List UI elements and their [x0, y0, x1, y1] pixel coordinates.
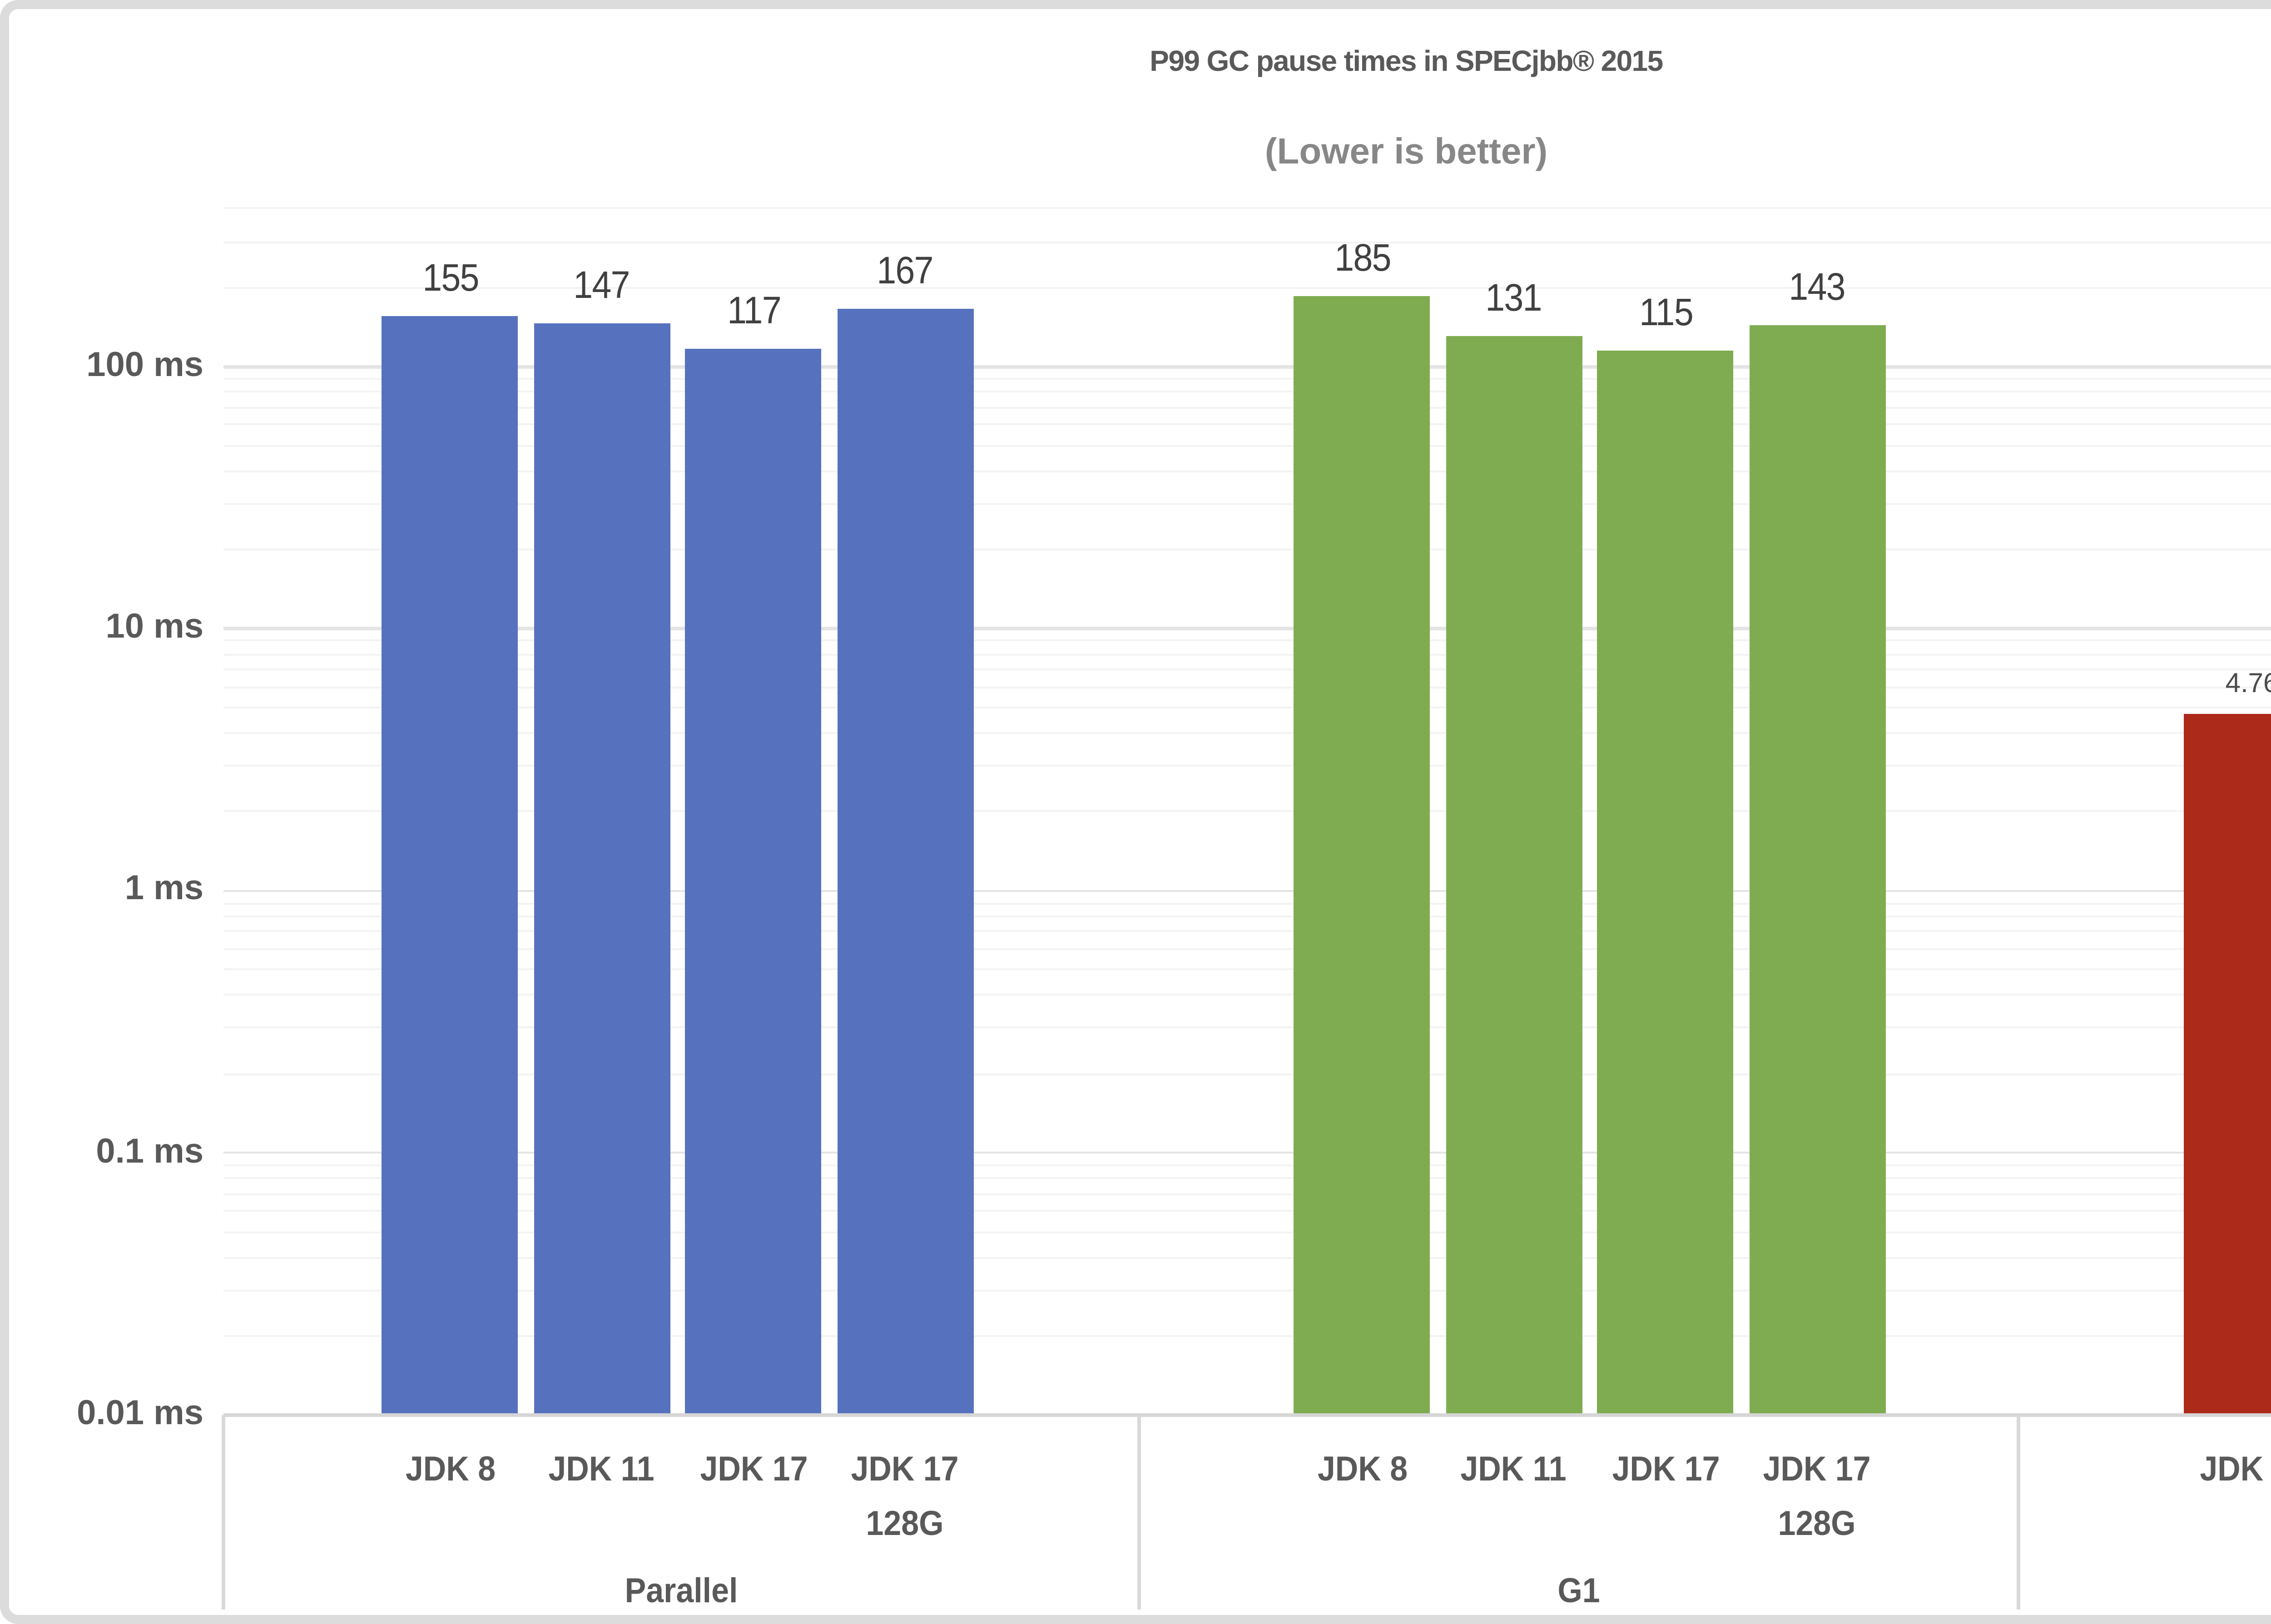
bar-g1-jdk-8 [1294, 297, 1430, 1415]
category-label-line2: 128G [1778, 1506, 1856, 1544]
minor-gridline [223, 1193, 2271, 1195]
y-axis-tick-label: 10 ms [105, 609, 204, 647]
minor-gridline [223, 503, 2271, 505]
minor-gridline [223, 707, 2271, 709]
category-label: JDK 17 [851, 1451, 959, 1490]
bar-g1-jdk-17 [1597, 351, 1733, 1415]
minor-gridline [223, 994, 2271, 996]
minor-gridline [223, 948, 2271, 950]
minor-gridline [223, 1177, 2271, 1179]
value-label: 117 [726, 291, 781, 332]
minor-gridline [223, 549, 2271, 551]
bar-parallel-jdk-17 [685, 349, 821, 1415]
minor-gridline [223, 653, 2271, 655]
minor-gridline [223, 1289, 2271, 1291]
minor-gridline [223, 445, 2271, 447]
value-label: 115 [1638, 292, 1693, 335]
category-divider [1138, 1415, 1140, 1609]
y-axis-tick-label: 100 ms [86, 347, 203, 385]
minor-gridline [223, 732, 2271, 734]
minor-gridline [223, 765, 2271, 767]
category-label: JDK 17 [1763, 1451, 1871, 1490]
category-divider [222, 1415, 225, 1609]
category-label: JDK 8 [404, 1451, 495, 1490]
value-label: 185 [1334, 238, 1390, 281]
bar-parallel-jdk-11 [533, 322, 669, 1415]
bar-g1-jdk-17-128g [1749, 326, 1885, 1415]
minor-gridline [223, 424, 2271, 426]
minor-gridline [223, 668, 2271, 670]
minor-gridline [223, 241, 2271, 243]
minor-gridline [223, 639, 2271, 642]
minor-gridline [223, 1335, 2271, 1337]
minor-gridline [223, 969, 2271, 971]
category-label: JDK 11 [548, 1451, 655, 1490]
minor-gridline [223, 470, 2271, 472]
major-gridline [223, 889, 2271, 892]
minor-gridline [223, 1231, 2271, 1233]
major-gridline [223, 627, 2271, 630]
minor-gridline [223, 1210, 2271, 1212]
x-axis-line [223, 1412, 2271, 1417]
value-label: 131 [1485, 277, 1542, 320]
category-label: JDK 17 [1611, 1451, 1719, 1490]
category-label: JDK 8 [1316, 1451, 1407, 1490]
bar-parallel-jdk-8 [382, 317, 518, 1415]
minor-gridline [223, 902, 2271, 904]
minor-gridline [223, 1027, 2271, 1029]
minor-gridline [223, 1256, 2271, 1258]
value-label: 155 [421, 258, 478, 301]
category-divider [2017, 1415, 2020, 1609]
group-label-g1: G1 [1557, 1573, 1600, 1611]
minor-gridline [223, 1164, 2271, 1166]
value-label: 143 [1789, 267, 1845, 310]
minor-gridline [223, 287, 2271, 289]
minor-gridline [223, 915, 2271, 917]
bar-zgc-jdk-11 [2184, 713, 2271, 1415]
chart-subtitle: (Lower is better) [1264, 133, 1548, 173]
category-label: JDK 11 [2199, 1451, 2271, 1490]
y-axis-tick-label: 0.01 ms [77, 1395, 203, 1433]
category-label: JDK 17 [699, 1451, 807, 1490]
category-label-line2: 128G [866, 1506, 944, 1544]
major-gridline [223, 1151, 2271, 1154]
bar-g1-jdk-11 [1445, 336, 1582, 1415]
minor-gridline [223, 391, 2271, 393]
group-label-parallel: Parallel [625, 1573, 738, 1611]
minor-gridline [223, 931, 2271, 933]
minor-gridline [223, 406, 2271, 408]
y-axis-tick-label: 0.1 ms [96, 1133, 203, 1171]
minor-gridline [223, 1073, 2271, 1075]
value-label: 167 [877, 250, 933, 292]
bar-parallel-jdk-17-128g [837, 308, 973, 1415]
minor-gridline [223, 377, 2271, 380]
minor-gridline [223, 686, 2271, 688]
major-gridline [223, 365, 2271, 368]
value-label: 147 [573, 264, 630, 307]
chart-title: P99 GC pause times in SPECjbb® 2015 [1150, 47, 1663, 78]
y-axis-tick-label: 1 ms [124, 871, 203, 909]
minor-gridline [223, 208, 2271, 210]
minor-gridline [223, 811, 2271, 813]
category-label: JDK 11 [1460, 1451, 1567, 1490]
value-label: 4.76 [2225, 668, 2271, 699]
